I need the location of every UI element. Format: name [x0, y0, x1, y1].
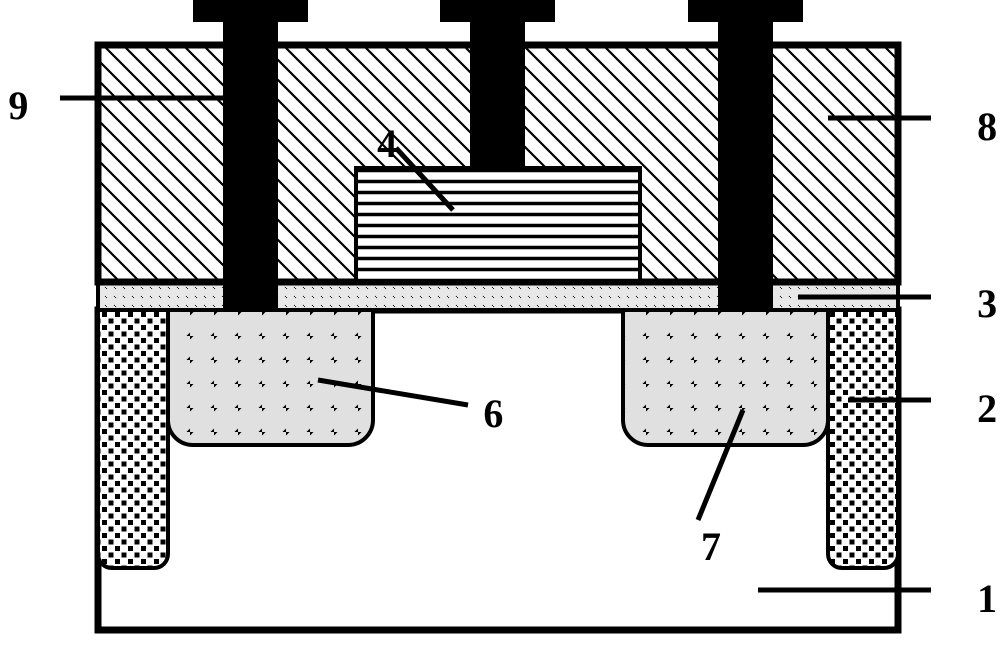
callout-label-9: 9	[8, 82, 28, 129]
drain-region	[623, 310, 828, 445]
via-0-plug	[223, 22, 278, 310]
sti-right	[828, 310, 898, 568]
callout-label-4: 4	[377, 120, 397, 167]
diagram-root	[0, 0, 1000, 657]
cross-section-diagram	[0, 0, 1000, 657]
callout-label-7: 7	[701, 523, 721, 570]
via-2-plug	[718, 22, 773, 310]
sti-left	[98, 310, 168, 568]
callout-label-1: 1	[977, 575, 997, 622]
callout-label-6: 6	[483, 390, 503, 437]
callout-label-8: 8	[977, 103, 997, 150]
via-1-cap	[440, 0, 555, 22]
via-0-cap	[193, 0, 308, 22]
via-2-cap	[688, 0, 803, 22]
gate-oxide	[98, 282, 898, 310]
callout-label-2: 2	[977, 385, 997, 432]
via-1-plug	[470, 22, 525, 168]
callout-label-3: 3	[977, 280, 997, 327]
gate-stack	[356, 168, 640, 282]
source-region	[168, 310, 373, 445]
